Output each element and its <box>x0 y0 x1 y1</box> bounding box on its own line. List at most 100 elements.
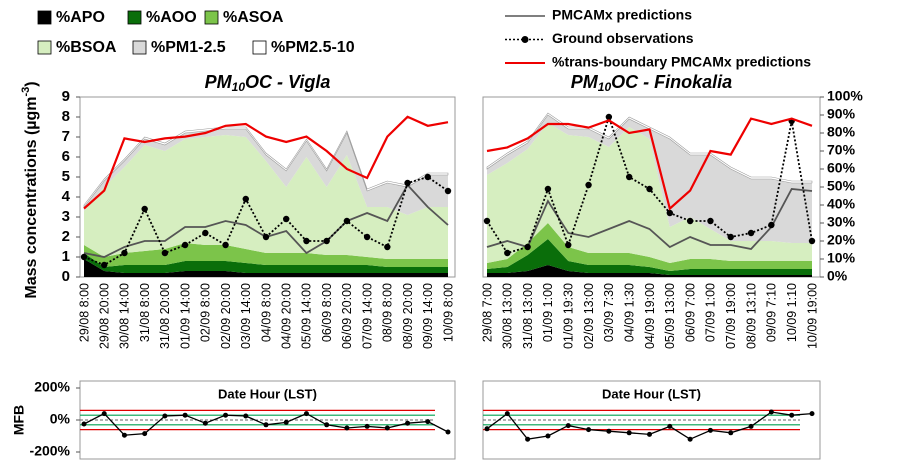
stacked-area <box>487 223 812 271</box>
observation-marker <box>262 233 270 241</box>
x-tick-label: 01/09 1:00 <box>541 283 555 342</box>
stacked-area <box>84 129 448 215</box>
observation-marker <box>808 237 816 245</box>
x-tick-label: 08/09 20:00 <box>401 283 415 349</box>
y-tick-label: 6 <box>62 148 70 165</box>
y-tick-label: 0 <box>62 268 70 285</box>
observation-marker <box>161 249 169 257</box>
legend-label: %APO <box>56 9 105 26</box>
observation-marker <box>404 179 411 187</box>
observation-marker <box>625 173 633 181</box>
observation-marker <box>565 241 572 249</box>
x-tick-label: 04/09 19:00 <box>643 283 657 349</box>
x-tick-label: 29/08 20:00 <box>98 283 112 349</box>
observation-marker <box>101 261 108 269</box>
y-tick-label: 1 <box>62 248 70 265</box>
mfb-marker <box>545 433 551 439</box>
mfb-marker <box>283 419 289 425</box>
stacked-area <box>83 126 449 208</box>
y2-tick-label: 20% <box>827 232 856 248</box>
y2-tick-label: 60% <box>827 160 856 176</box>
title-part: OC - Vigla <box>245 72 330 92</box>
y2-tick-label: 90% <box>827 106 856 122</box>
observation-marker <box>242 195 249 203</box>
x-tick-label: 02/09 20:00 <box>219 283 233 349</box>
observation-marker <box>80 253 88 261</box>
y-tick-label: 2 <box>62 228 70 245</box>
mfb-axis-label: MFB <box>11 405 27 435</box>
x-tick-label: 07/09 19:00 <box>724 283 738 349</box>
mfb-marker <box>223 412 229 418</box>
legend-label: %ASOA <box>223 9 284 26</box>
stacked-area <box>486 112 813 184</box>
mfb-marker <box>525 436 531 442</box>
legend-swatch <box>132 40 147 55</box>
observation-marker <box>283 215 290 223</box>
mfb-marker <box>324 422 330 428</box>
x-tick-label: 31/08 13:00 <box>521 283 535 349</box>
mfb-marker <box>101 411 107 417</box>
mfb-marker <box>263 422 269 428</box>
x-tick-label: 09/09 7:10 <box>765 283 779 342</box>
observation-marker <box>646 185 653 193</box>
stacked-area <box>84 253 448 273</box>
mfb-marker <box>162 413 168 419</box>
y-tick-label: 4 <box>62 188 71 205</box>
y-tick-label: 3 <box>62 208 70 225</box>
legend-label: Ground observations <box>552 30 694 46</box>
observation-marker <box>768 221 775 229</box>
chart-title: PM10OC - Vigla <box>205 72 331 94</box>
line <box>486 188 813 250</box>
x-tick-label: 05/09 13:00 <box>663 283 677 349</box>
mfb-marker <box>243 413 249 419</box>
x-tick-label: 10/09 1:10 <box>785 283 799 342</box>
mfb-marker <box>809 411 815 417</box>
y-tick-label: 7 <box>62 128 70 145</box>
percent-line <box>83 115 449 210</box>
legend-swatch <box>37 40 52 55</box>
x-tick-label: 02/09 8:00 <box>199 283 213 342</box>
mfb-marker <box>425 419 431 425</box>
x-tick-label: 06/09 7:00 <box>683 283 697 342</box>
y2-tick-label: 30% <box>827 214 856 230</box>
stacked-area <box>487 265 812 277</box>
observation-marker <box>727 233 734 241</box>
legend-label: %BSOA <box>56 39 117 56</box>
stacked-area <box>487 115 812 243</box>
x-tick-label: 02/09 13:00 <box>582 283 596 349</box>
mfb-tick-label: 200% <box>34 379 70 395</box>
x-tick-label: 08/09 8:00 <box>381 283 395 342</box>
legend-label: %PM2.5-10 <box>271 39 355 56</box>
x-tick-label: 29/08 7:00 <box>480 283 494 342</box>
mfb-marker <box>606 428 612 434</box>
observation-marker <box>524 243 531 251</box>
observation-marker <box>747 229 755 237</box>
mfb-marker <box>626 430 632 436</box>
x-tick-label: 06/09 8:00 <box>320 283 334 342</box>
observation-marker <box>343 217 351 225</box>
title-sub: 10 <box>598 80 612 94</box>
y2-tick-label: 0% <box>827 268 848 284</box>
x-tick-label: 03/09 14:00 <box>239 283 253 349</box>
mfb-marker <box>768 409 774 415</box>
stacked-area <box>487 123 812 263</box>
y-tick-label: 9 <box>62 88 70 105</box>
observation-marker <box>605 113 613 121</box>
mfb-marker <box>707 427 713 433</box>
x-tick-label: 08/09 13:10 <box>744 283 758 349</box>
observation-marker <box>323 237 330 245</box>
observation-marker <box>424 173 431 181</box>
x-tick-label: 04/09 1:30 <box>622 283 636 342</box>
mfb-marker <box>445 429 451 435</box>
y-axis-label: Mass concentrations (µgm-3) <box>20 81 40 298</box>
legend-swatch <box>252 40 267 55</box>
mfb-title: Date Hour (LST) <box>218 386 317 401</box>
x-tick-label: 07/09 14:00 <box>360 283 374 349</box>
legend-swatch <box>204 10 219 25</box>
x-tick-label: 31/08 20:00 <box>158 283 172 349</box>
observation-marker <box>666 209 674 217</box>
legend-swatch <box>127 10 142 25</box>
observation-marker <box>544 185 552 193</box>
x-tick-label: 03/09 7:30 <box>602 283 616 342</box>
title-part: PM <box>571 72 599 92</box>
